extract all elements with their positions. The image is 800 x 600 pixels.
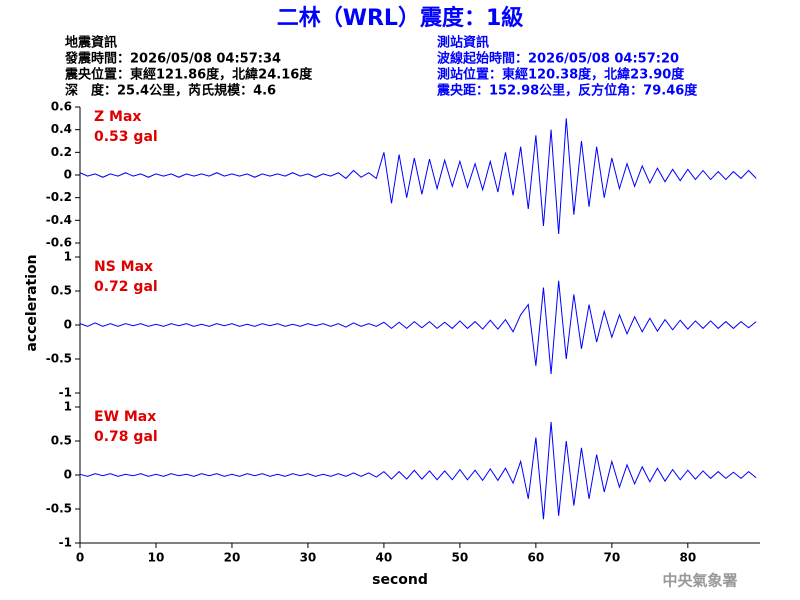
x-tick-label: 0 <box>76 551 84 565</box>
x-axis-label: second <box>372 572 428 588</box>
waveform <box>79 421 757 520</box>
component-label: EW Max <box>94 409 156 425</box>
component-label: NS Max <box>94 259 153 275</box>
y-tick-label: 0 <box>64 468 72 482</box>
y-tick-label: 1 <box>64 400 72 414</box>
header-left: 地震資訊 <box>65 35 117 51</box>
chart-title: 二林（WRL）震度：1級 <box>277 5 524 31</box>
y-tick-label: 0.6 <box>51 100 72 114</box>
max-label: 0.78 gal <box>94 429 158 445</box>
credit: 中央氣象署 <box>662 572 737 590</box>
y-tick-label: -0.5 <box>46 352 72 366</box>
y-tick-label: -0.5 <box>46 502 72 516</box>
y-tick-label: -0.2 <box>46 190 72 204</box>
header-right: 波線起始時間：2026/05/08 04:57:20 <box>437 51 679 67</box>
x-tick-label: 60 <box>528 551 545 565</box>
y-tick-label: -1 <box>59 536 72 550</box>
max-label: 0.72 gal <box>94 279 158 295</box>
header-right: 測站位置：東經120.38度，北緯23.90度 <box>437 67 685 83</box>
x-tick-label: 50 <box>452 551 469 565</box>
component-label: Z Max <box>94 109 141 125</box>
y-axis-label: acceleration <box>24 254 40 351</box>
waveform <box>79 280 757 375</box>
y-tick-label: 0.2 <box>51 145 72 159</box>
y-tick-label: 0 <box>64 318 72 332</box>
y-tick-label: 0.4 <box>51 122 72 136</box>
header-left: 發震時間：2026/05/08 04:57:34 <box>64 51 281 67</box>
waveform <box>79 118 757 234</box>
x-tick-label: 70 <box>603 551 620 565</box>
x-tick-label: 40 <box>376 551 393 565</box>
x-tick-label: 20 <box>224 551 241 565</box>
y-tick-label: -0.6 <box>46 236 72 250</box>
x-tick-label: 30 <box>300 551 317 565</box>
y-tick-label: 1 <box>64 250 72 264</box>
y-tick-label: 0 <box>64 168 72 182</box>
header-left: 深 度：25.4公里，芮氏規模：4.6 <box>65 83 276 99</box>
header-right: 震央距：152.98公里，反方位角：79.46度 <box>436 83 698 99</box>
header-left: 震央位置：東經121.86度，北緯24.16度 <box>64 67 313 83</box>
header-right: 測站資訊 <box>437 35 489 51</box>
y-tick-label: -1 <box>59 386 72 400</box>
y-tick-label: -0.4 <box>46 213 72 227</box>
x-tick-label: 80 <box>679 551 696 565</box>
y-tick-label: 0.5 <box>51 284 72 298</box>
y-tick-label: 0.5 <box>51 434 72 448</box>
max-label: 0.53 gal <box>94 129 158 145</box>
x-tick-label: 10 <box>148 551 165 565</box>
